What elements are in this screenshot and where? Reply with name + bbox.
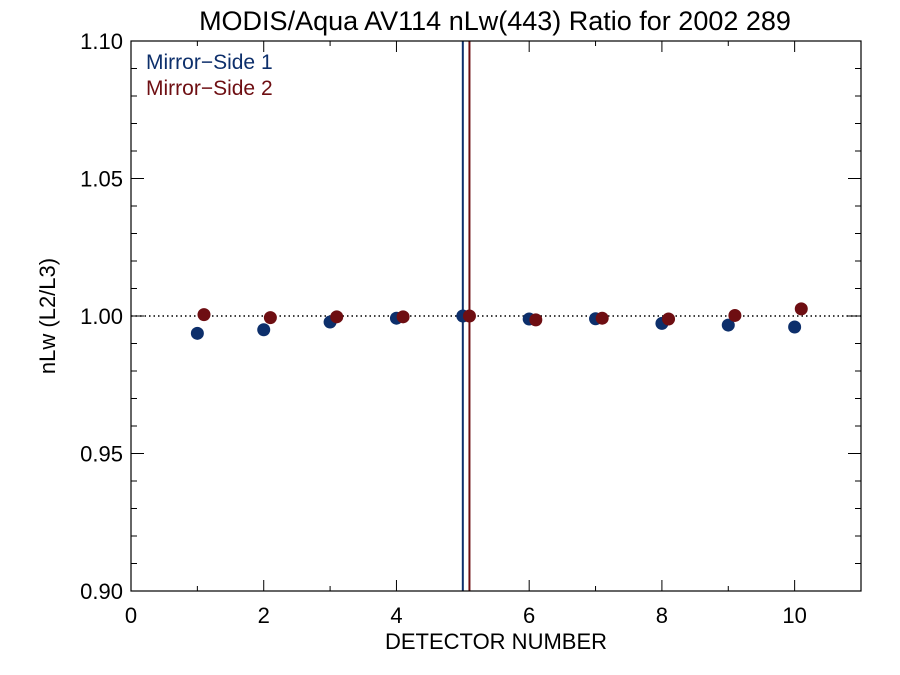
series-1-point	[721, 318, 735, 332]
y-tick-label: 0.90	[80, 579, 123, 604]
x-tick-label: 10	[782, 603, 806, 628]
y-axis-title: nLw (L2/L3)	[35, 258, 60, 374]
x-tick-label: 2	[258, 603, 270, 628]
x-tick-label: 4	[390, 603, 402, 628]
series-2-point	[462, 309, 476, 323]
y-tick-label: 1.10	[80, 29, 123, 54]
series-2-point	[197, 308, 211, 322]
series-1-point	[190, 326, 204, 340]
series-2-point	[728, 308, 742, 322]
x-tick-label: 8	[656, 603, 668, 628]
series-2-point	[794, 302, 808, 316]
series-2-point	[595, 311, 609, 325]
series-2-point	[396, 310, 410, 324]
x-axis-title: DETECTOR NUMBER	[385, 629, 607, 654]
series-1-point	[788, 320, 802, 334]
y-tick-label: 1.00	[80, 304, 123, 329]
y-tick-label: 0.95	[80, 442, 123, 467]
chart-title: MODIS/Aqua AV114 nLw(443) Ratio for 2002…	[199, 6, 791, 36]
series-2-point	[263, 311, 277, 325]
plot-area	[130, 40, 862, 592]
legend-entry-2: Mirror−Side 2	[146, 77, 273, 100]
legend: Mirror−Side 1 Mirror−Side 2	[146, 51, 273, 100]
y-tick-label: 1.05	[80, 167, 123, 192]
series-2-point	[529, 313, 543, 327]
plot-frame	[130, 40, 862, 592]
legend-entry-1: Mirror−Side 1	[146, 51, 273, 74]
x-tick-label: 0	[125, 603, 137, 628]
series-2-point	[330, 310, 344, 324]
x-tick-label: 6	[523, 603, 535, 628]
series-1-point	[257, 323, 271, 337]
series-2-point	[662, 312, 676, 326]
